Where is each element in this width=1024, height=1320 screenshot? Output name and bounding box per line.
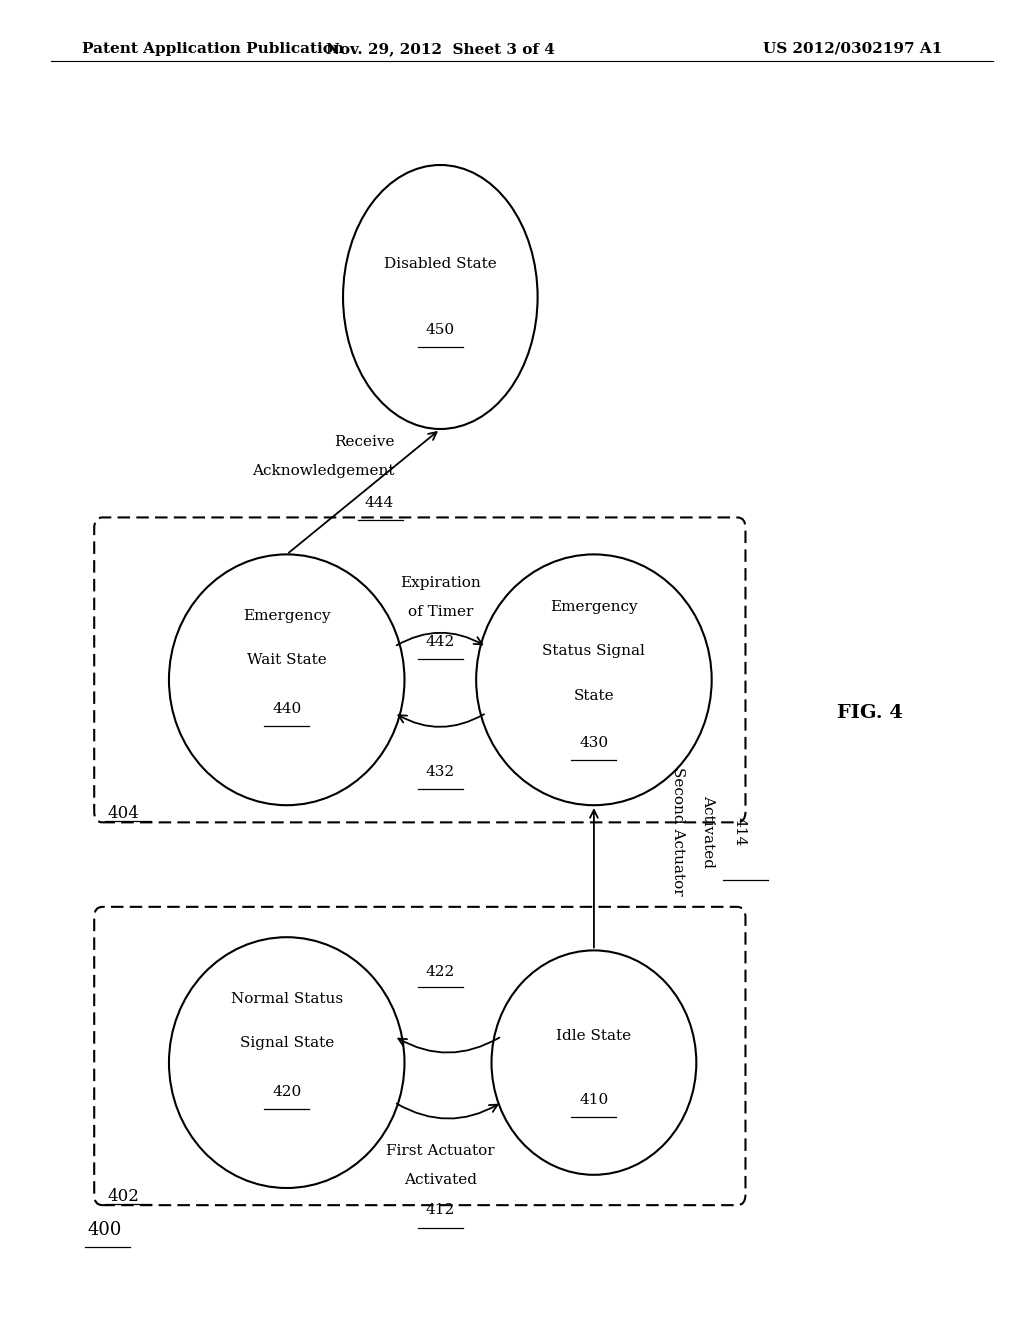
Text: Normal Status: Normal Status <box>230 993 343 1006</box>
Text: 432: 432 <box>426 766 455 779</box>
Text: Wait State: Wait State <box>247 653 327 667</box>
Ellipse shape <box>169 937 404 1188</box>
Text: 400: 400 <box>87 1221 122 1239</box>
Text: Patent Application Publication: Patent Application Publication <box>82 42 344 55</box>
Text: 440: 440 <box>272 702 301 715</box>
Text: 402: 402 <box>108 1188 139 1205</box>
Text: Acknowledgement: Acknowledgement <box>252 465 394 478</box>
Text: Second Actuator: Second Actuator <box>671 767 685 896</box>
Ellipse shape <box>169 554 404 805</box>
Text: Activated: Activated <box>403 1173 477 1187</box>
Text: Expiration: Expiration <box>400 577 480 590</box>
Text: Status Signal: Status Signal <box>543 644 645 657</box>
Text: Emergency: Emergency <box>243 610 331 623</box>
Ellipse shape <box>492 950 696 1175</box>
Text: 442: 442 <box>426 635 455 648</box>
Ellipse shape <box>476 554 712 805</box>
Text: Signal State: Signal State <box>240 1036 334 1049</box>
Text: US 2012/0302197 A1: US 2012/0302197 A1 <box>763 42 942 55</box>
Text: Receive: Receive <box>334 436 394 449</box>
Ellipse shape <box>343 165 538 429</box>
Text: 414: 414 <box>732 817 746 846</box>
Text: 412: 412 <box>426 1204 455 1217</box>
Text: 444: 444 <box>365 496 394 510</box>
Text: of Timer: of Timer <box>408 606 473 619</box>
Text: Disabled State: Disabled State <box>384 257 497 271</box>
Text: 420: 420 <box>272 1085 301 1098</box>
Text: Activated: Activated <box>701 795 716 869</box>
Text: State: State <box>573 689 614 702</box>
Text: 410: 410 <box>580 1093 608 1106</box>
Text: 430: 430 <box>580 737 608 750</box>
Text: Nov. 29, 2012  Sheet 3 of 4: Nov. 29, 2012 Sheet 3 of 4 <box>326 42 555 55</box>
Text: 404: 404 <box>108 805 139 822</box>
Text: First Actuator: First Actuator <box>386 1144 495 1158</box>
Text: 422: 422 <box>426 965 455 978</box>
Text: Idle State: Idle State <box>556 1030 632 1043</box>
Text: 450: 450 <box>426 323 455 337</box>
Text: Emergency: Emergency <box>550 601 638 614</box>
Text: FIG. 4: FIG. 4 <box>838 704 903 722</box>
